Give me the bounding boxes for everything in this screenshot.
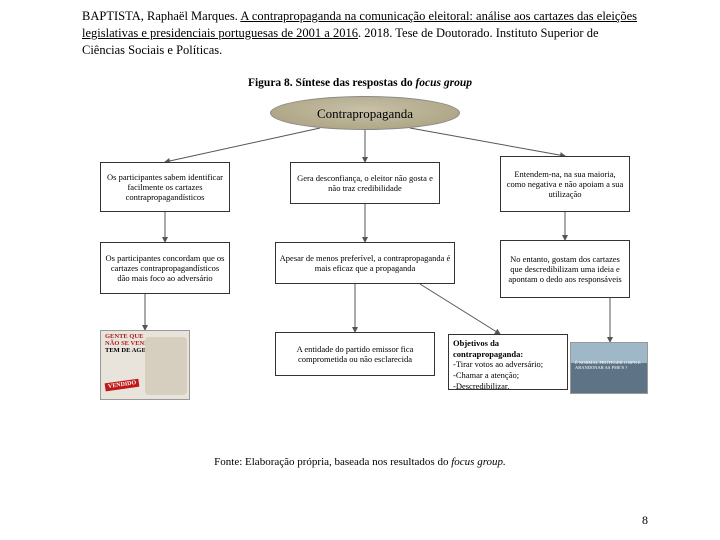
node-r2c3: No entanto, gostam dos cartazes que desc… [500,240,630,298]
node-r1c2-text: Gera desconfiança, o eleitor não gosta e… [294,173,436,193]
page-number: 8 [642,513,648,528]
diagram-container: Contrapropaganda Os participantes sabem … [70,92,650,462]
figure-source-prefix: Fonte: Elaboração própria, baseada nos r… [214,456,451,468]
figure-title: Figura 8. Síntese das respostas do focus… [0,77,720,89]
figure-title-italic: focus group [415,77,472,89]
citation-author: BAPTISTA, Raphaël Marques. [82,9,240,23]
citation-block: BAPTISTA, Raphaël Marques. A contrapropa… [82,8,642,59]
objectives-box: Objetivos da contrapropaganda: -Tirar vo… [448,334,568,390]
node-r1c1-text: Os participantes sabem identificar facil… [104,172,226,203]
node-r2c1-text: Os participantes concordam que os cartaz… [104,253,226,284]
figure-source: Fonte: Elaboração própria, baseada nos r… [0,456,720,468]
node-r1c2: Gera desconfiança, o eleitor não gosta e… [290,162,440,204]
node-r2c1: Os participantes concordam que os cartaz… [100,242,230,294]
poster-left-face-placeholder [145,337,187,395]
node-r3c2: A entidade do partido emissor fica compr… [275,332,435,376]
node-r2c2-text: Apesar de menos preferível, a contraprop… [279,253,451,273]
node-r3c2-text: A entidade do partido emissor fica compr… [279,344,431,364]
poster-left-line3: TEM DE AGIR [105,347,149,354]
poster-right-text: É NORMAL PROTEGER O BPN E ABANDONAR AS P… [575,361,643,371]
node-r1c3-text: Entendem-na, na sua maioria, como negati… [504,169,626,200]
central-label: Contrapropaganda [317,106,413,121]
poster-left-image: GENTE QUE NÃO SE VENDE TEM DE AGIR VENDI… [100,330,190,400]
node-r1c1: Os participantes sabem identificar facil… [100,162,230,212]
node-r1c3: Entendem-na, na sua maioria, como negati… [500,156,630,212]
node-r2c3-text: No entanto, gostam dos cartazes que desc… [504,254,626,285]
figure-source-italic: focus group. [451,456,506,468]
node-r2c2: Apesar de menos preferível, a contraprop… [275,242,455,284]
poster-right-image: É NORMAL PROTEGER O BPN E ABANDONAR AS P… [570,342,648,394]
poster-left-tag: VENDIDO [105,379,140,392]
objectives-lines: -Tirar votos ao adversário; -Chamar a at… [453,359,563,391]
objectives-header: Objetivos da contrapropaganda: [453,338,563,359]
central-node: Contrapropaganda [270,96,460,130]
figure-title-prefix: Figura 8. Síntese das respostas do [248,77,416,89]
